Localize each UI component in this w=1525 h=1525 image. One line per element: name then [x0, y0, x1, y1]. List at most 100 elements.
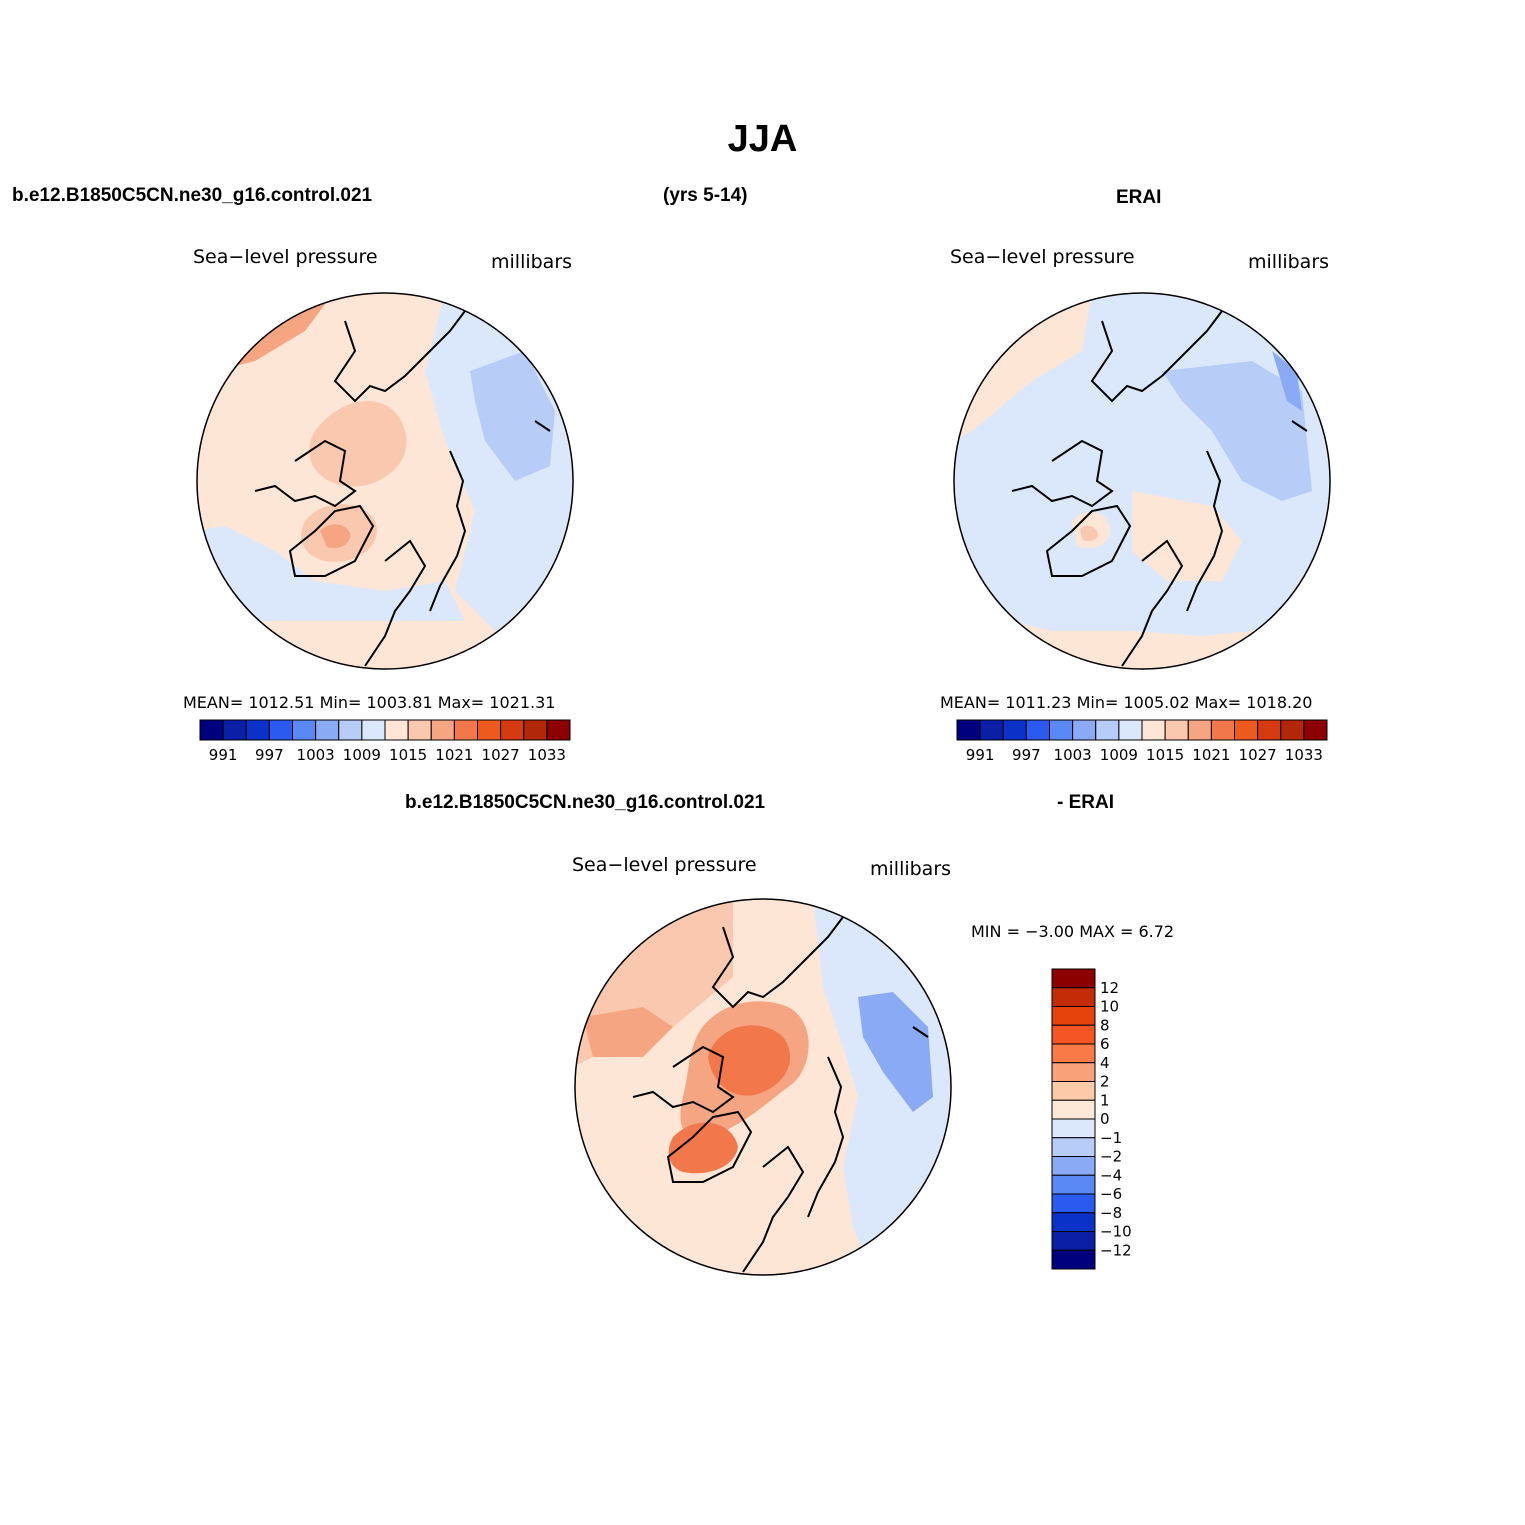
- colorbar-box: [956, 719, 981, 741]
- panel-2-map: [953, 292, 1331, 670]
- colorbar-tick-label: −6: [1100, 1185, 1122, 1203]
- colorbar-tick-label: 997: [255, 746, 284, 764]
- colorbar-box: [979, 719, 1004, 741]
- colorbar-box: [1095, 719, 1120, 741]
- colorbar-tick-label: 991: [209, 746, 238, 764]
- colorbar-box: [1210, 719, 1235, 741]
- panel-3-variable: Sea−level pressure: [572, 854, 757, 876]
- colorbar-box: [222, 719, 247, 741]
- colorbar-box: [477, 719, 502, 741]
- panel-1-stats: MEAN= 1012.51 Min= 1003.81 Max= 1021.31: [183, 693, 556, 712]
- colorbar-tick-label: −1: [1100, 1129, 1122, 1147]
- colorbar-box: [338, 719, 363, 741]
- colorbar-box: [1051, 1006, 1096, 1026]
- colorbar-box: [1051, 1174, 1096, 1195]
- colorbar-tick-label: 12: [1100, 979, 1119, 997]
- colorbar-box: [1234, 719, 1259, 741]
- colorbar-tick-label: 8: [1100, 1016, 1110, 1034]
- colorbar-box: [1303, 719, 1328, 741]
- panel-1-map: [196, 292, 574, 670]
- colorbar-box: [1051, 1043, 1096, 1064]
- panel-3-units: millibars: [870, 858, 952, 880]
- colorbar-box: [1002, 719, 1027, 741]
- colorbar-tick-label: 1009: [1100, 746, 1138, 764]
- colorbar-box: [315, 719, 340, 741]
- years-label: (yrs 5-14): [663, 185, 748, 206]
- colorbar-box: [268, 719, 293, 741]
- colorbar-box: [1118, 719, 1143, 741]
- colorbar-tick-label: 997: [1012, 746, 1041, 764]
- colorbar-tick-label: −4: [1100, 1166, 1122, 1184]
- colorbar-tick-label: 2: [1100, 1073, 1110, 1091]
- colorbar-tick-label: −8: [1100, 1204, 1122, 1222]
- colorbar-box: [1141, 719, 1166, 741]
- colorbar-box: [1051, 1081, 1096, 1101]
- colorbar-box: [1051, 968, 1096, 989]
- colorbar-tick-label: 4: [1100, 1054, 1110, 1072]
- panel-3-map: [574, 898, 952, 1276]
- colorbar-tick-label: 1027: [482, 746, 520, 764]
- colorbar-tick-label: 1003: [297, 746, 335, 764]
- colorbar-box: [361, 719, 386, 741]
- colorbar-tick-label: −12: [1100, 1241, 1132, 1259]
- colorbar-tick-label: 1: [1100, 1091, 1110, 1109]
- colorbar-tick-label: 991: [966, 746, 995, 764]
- colorbar-tick-label: −2: [1100, 1148, 1122, 1166]
- colorbar-box: [292, 719, 317, 741]
- colorbar-tick-label: 1009: [343, 746, 381, 764]
- colorbar-box: [245, 719, 270, 741]
- colorbar-tick-label: 6: [1100, 1035, 1110, 1053]
- panel-2-stats: MEAN= 1011.23 Min= 1005.02 Max= 1018.20: [940, 693, 1313, 712]
- colorbar-box: [1051, 1231, 1096, 1251]
- obs-name-label: ERAI: [1116, 187, 1162, 208]
- panel-3-stats: MIN = −3.00 MAX = 6.72: [971, 922, 1175, 941]
- colorbar-box: [1051, 1156, 1096, 1176]
- colorbar-tick-label: 10: [1100, 998, 1119, 1016]
- colorbar-box: [1049, 719, 1074, 741]
- panel-2-colorbar: 991 997 1003 1009 1015 1021 1027 1033: [956, 719, 1328, 764]
- colorbar-tick-label: 1003: [1054, 746, 1092, 764]
- colorbar-tick-label: 0: [1100, 1110, 1110, 1128]
- colorbar-box: [546, 719, 571, 741]
- colorbar-box: [453, 719, 478, 741]
- diff-obs-label: - ERAI: [1057, 792, 1114, 813]
- colorbar-box: [1187, 719, 1212, 741]
- colorbar-box: [1051, 1137, 1096, 1157]
- colorbar-tick-label: 1015: [389, 746, 427, 764]
- colorbar-tick-label: 1033: [1285, 746, 1323, 764]
- colorbar-box: [1051, 1118, 1096, 1139]
- colorbar-box: [500, 719, 525, 741]
- colorbar-tick-label: 1027: [1239, 746, 1277, 764]
- diff-case-name-label: b.e12.B1850C5CN.ne30_g16.control.021: [405, 792, 766, 813]
- colorbar-tick-label: 1021: [435, 746, 473, 764]
- colorbar-box: [1051, 1062, 1096, 1082]
- colorbar-box: [1280, 719, 1305, 741]
- colorbar-box: [1051, 1249, 1096, 1270]
- colorbar-box: [1051, 1024, 1096, 1045]
- colorbar-box: [523, 719, 548, 741]
- colorbar-box: [1051, 1193, 1096, 1214]
- colorbar-tick-label: 1015: [1146, 746, 1184, 764]
- colorbar-tick-label: 1021: [1192, 746, 1230, 764]
- colorbar-box: [384, 719, 409, 741]
- colorbar-box: [407, 719, 432, 741]
- panel-1-variable: Sea−level pressure: [193, 246, 378, 268]
- panel-1-colorbar: 991 997 1003 1009 1015 1021 1027 1033: [199, 719, 571, 764]
- page-title: JJA: [727, 118, 798, 160]
- colorbar-box: [199, 719, 224, 741]
- panel-2-units: millibars: [1248, 251, 1330, 273]
- panel-2-variable: Sea−level pressure: [950, 246, 1135, 268]
- colorbar-box: [430, 719, 455, 741]
- colorbar-box: [1051, 1099, 1096, 1120]
- colorbar-box: [1257, 719, 1282, 741]
- colorbar-box: [1051, 987, 1096, 1007]
- colorbar-box: [1051, 1212, 1096, 1232]
- colorbar-tick-label: 1033: [528, 746, 566, 764]
- colorbar-tick-label: −10: [1100, 1223, 1132, 1241]
- case-name-label: b.e12.B1850C5CN.ne30_g16.control.021: [12, 185, 373, 206]
- colorbar-box: [1164, 719, 1189, 741]
- panel-1-units: millibars: [491, 251, 573, 273]
- colorbar-box: [1025, 719, 1050, 741]
- colorbar-box: [1072, 719, 1097, 741]
